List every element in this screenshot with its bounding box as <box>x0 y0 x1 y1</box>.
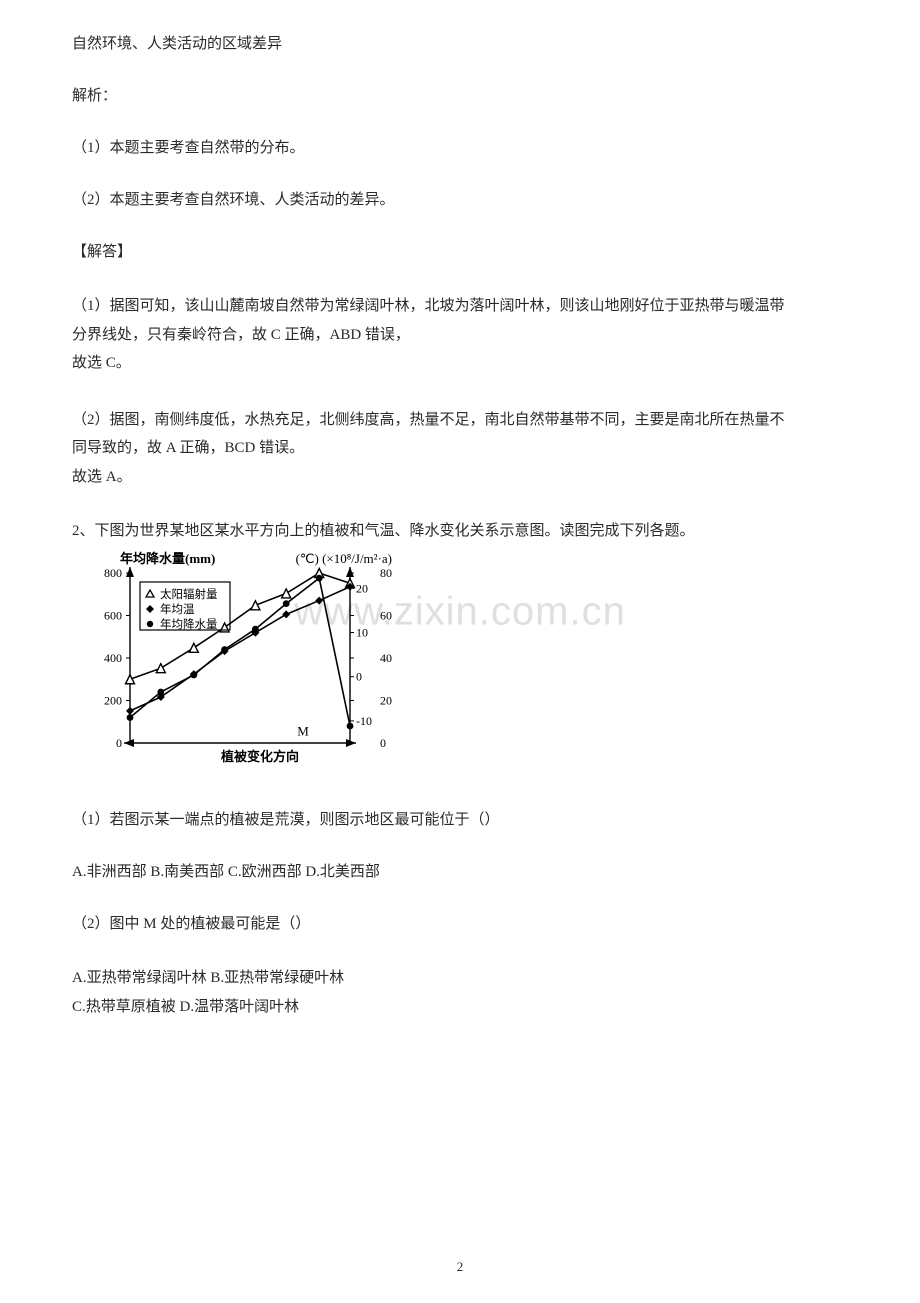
q2-stem: 2、下图为世界某地区某水平方向上的植被和气温、降水变化关系示意图。读图完成下列各… <box>72 519 848 543</box>
doc-title: 自然环境、人类活动的区域差异 <box>72 32 848 56</box>
q2-opts2b: C.热带草原植被 D.温带落叶阔叶林 <box>72 993 848 1022</box>
solve-label: 【解答】 <box>72 240 848 264</box>
q2-opts2a: A.亚热带常绿阔叶林 B.亚热带常绿硬叶林 <box>72 964 848 993</box>
svg-text:年均降水量(mm): 年均降水量(mm) <box>120 551 215 566</box>
svg-text:(℃) (×10⁸/J/m²·a): (℃) (×10⁸/J/m²·a) <box>296 551 392 566</box>
svg-text:600: 600 <box>104 609 122 623</box>
svg-text:M: M <box>297 723 309 738</box>
solve-1a: （1）据图可知，该山山麓南坡自然带为常绿阔叶林，北坡为落叶阔叶林，则该山地刚好位… <box>72 292 848 321</box>
svg-text:0: 0 <box>116 736 122 750</box>
q2-sub2: （2）图中 M 处的植被最可能是（） <box>72 912 848 936</box>
analysis-p2: （2）本题主要考查自然环境、人类活动的差异。 <box>72 188 848 212</box>
q2-sub1: （1）若图示某一端点的植被是荒漠，则图示地区最可能位于（） <box>72 808 848 832</box>
svg-text:太阳辐射量: 太阳辐射量 <box>160 587 218 601</box>
solve-1c: 故选 C。 <box>72 349 848 378</box>
svg-text:800: 800 <box>104 566 122 580</box>
svg-text:年均降水量: 年均降水量 <box>160 617 218 631</box>
svg-text:0: 0 <box>380 736 386 750</box>
page-number: 2 <box>457 1259 464 1275</box>
svg-text:60: 60 <box>380 609 392 623</box>
q2-opts1: A.非洲西部 B.南美西部 C.欧洲西部 D.北美西部 <box>72 860 848 884</box>
svg-text:40: 40 <box>380 651 392 665</box>
analysis-p1: （1）本题主要考查自然带的分布。 <box>72 136 848 160</box>
svg-text:20: 20 <box>356 581 368 595</box>
svg-text:10: 10 <box>356 626 368 640</box>
solve-2a: （2）据图，南侧纬度低，水热充足，北侧纬度高，热量不足，南北自然带基带不同，主要… <box>72 406 848 435</box>
solve-1b: 分界线处，只有秦岭符合，故 C 正确，ABD 错误， <box>72 321 848 350</box>
analysis-label: 解析： <box>72 84 848 108</box>
svg-text:年均温: 年均温 <box>160 602 195 616</box>
svg-text:200: 200 <box>104 694 122 708</box>
page-content: 自然环境、人类活动的区域差异 解析： （1）本题主要考查自然带的分布。 （2）本… <box>72 32 848 1021</box>
svg-text:0: 0 <box>356 670 362 684</box>
solve-2b: 同导致的，故 A 正确，BCD 错误。 <box>72 434 848 463</box>
chart-svg: 0 200 400 600 800 0 20 40 60 80 -10 0 10 20 年均降水量(mm) (… <box>72 549 407 779</box>
svg-text:80: 80 <box>380 566 392 580</box>
svg-text:20: 20 <box>380 694 392 708</box>
svg-text:植被变化方向: 植被变化方向 <box>220 749 299 764</box>
svg-text:-10: -10 <box>356 714 372 728</box>
chart-figure: 0 200 400 600 800 0 20 40 60 80 -10 0 10 20 年均降水量(mm) (… <box>72 549 848 784</box>
solve-2c: 故选 A。 <box>72 463 848 492</box>
svg-text:400: 400 <box>104 651 122 665</box>
